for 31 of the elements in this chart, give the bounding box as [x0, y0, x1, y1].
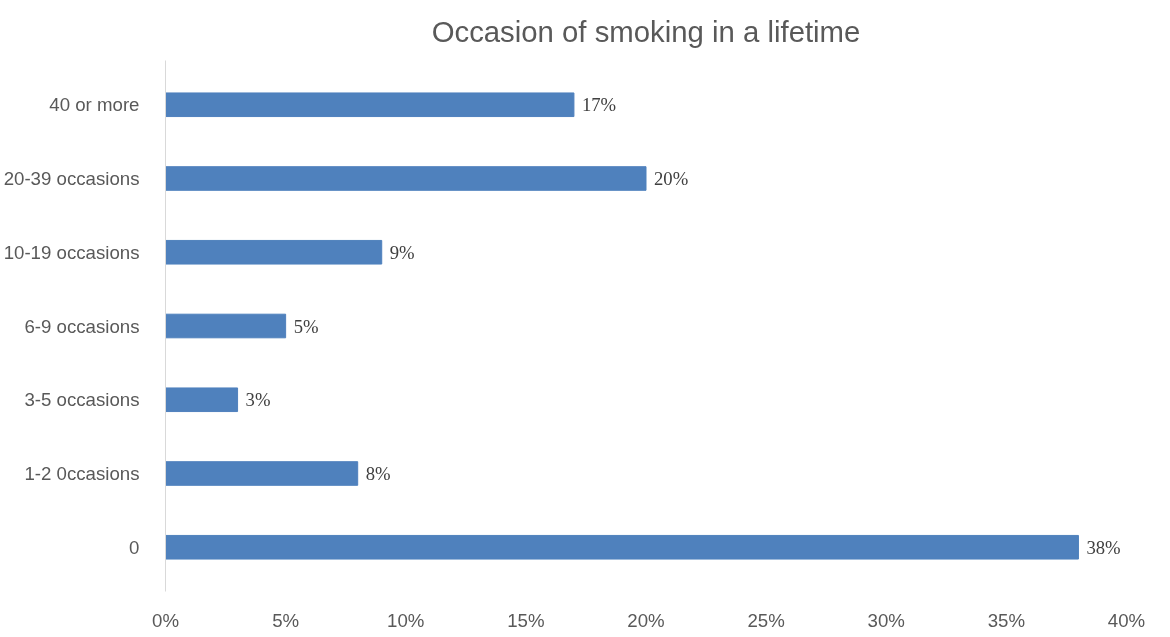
data-label: 20%	[654, 168, 689, 189]
y-tick-label: 10-19 occasions	[3, 241, 140, 263]
x-tick-label: 10%	[387, 609, 425, 631]
bar	[165, 166, 647, 191]
x-tick-label: 0%	[152, 609, 179, 631]
bar	[165, 239, 383, 265]
bar	[165, 313, 287, 339]
y-tick-label: 40 or more	[49, 94, 140, 116]
data-label: 38%	[1086, 536, 1121, 558]
bar	[165, 534, 1079, 560]
bar	[165, 461, 359, 486]
x-tick-label: 25%	[747, 609, 785, 631]
data-label: 8%	[365, 463, 391, 484]
y-tick-label: 0	[129, 536, 140, 558]
y-tick-label: 6-9 occasions	[24, 315, 140, 337]
x-tick-label: 20%	[627, 609, 665, 631]
x-tick-label: 15%	[507, 609, 545, 631]
y-tick-label: 20-39 occasions	[3, 168, 140, 189]
x-tick-label: 30%	[867, 609, 905, 631]
chart-title: Occasion of smoking in a lifetime	[431, 15, 861, 48]
bar	[165, 92, 575, 118]
data-label: 3%	[245, 389, 271, 411]
x-tick-label: 35%	[987, 609, 1026, 631]
y-tick-label: 1-2 0ccasions	[24, 463, 140, 484]
x-tick-label: 5%	[272, 609, 300, 631]
x-tick-label: 40%	[1107, 609, 1146, 631]
y-tick-label: 3-5 occasions	[24, 389, 140, 411]
bar	[165, 387, 239, 413]
data-label: 17%	[581, 94, 617, 116]
data-label: 5%	[293, 315, 319, 337]
data-label: 9%	[389, 241, 415, 263]
